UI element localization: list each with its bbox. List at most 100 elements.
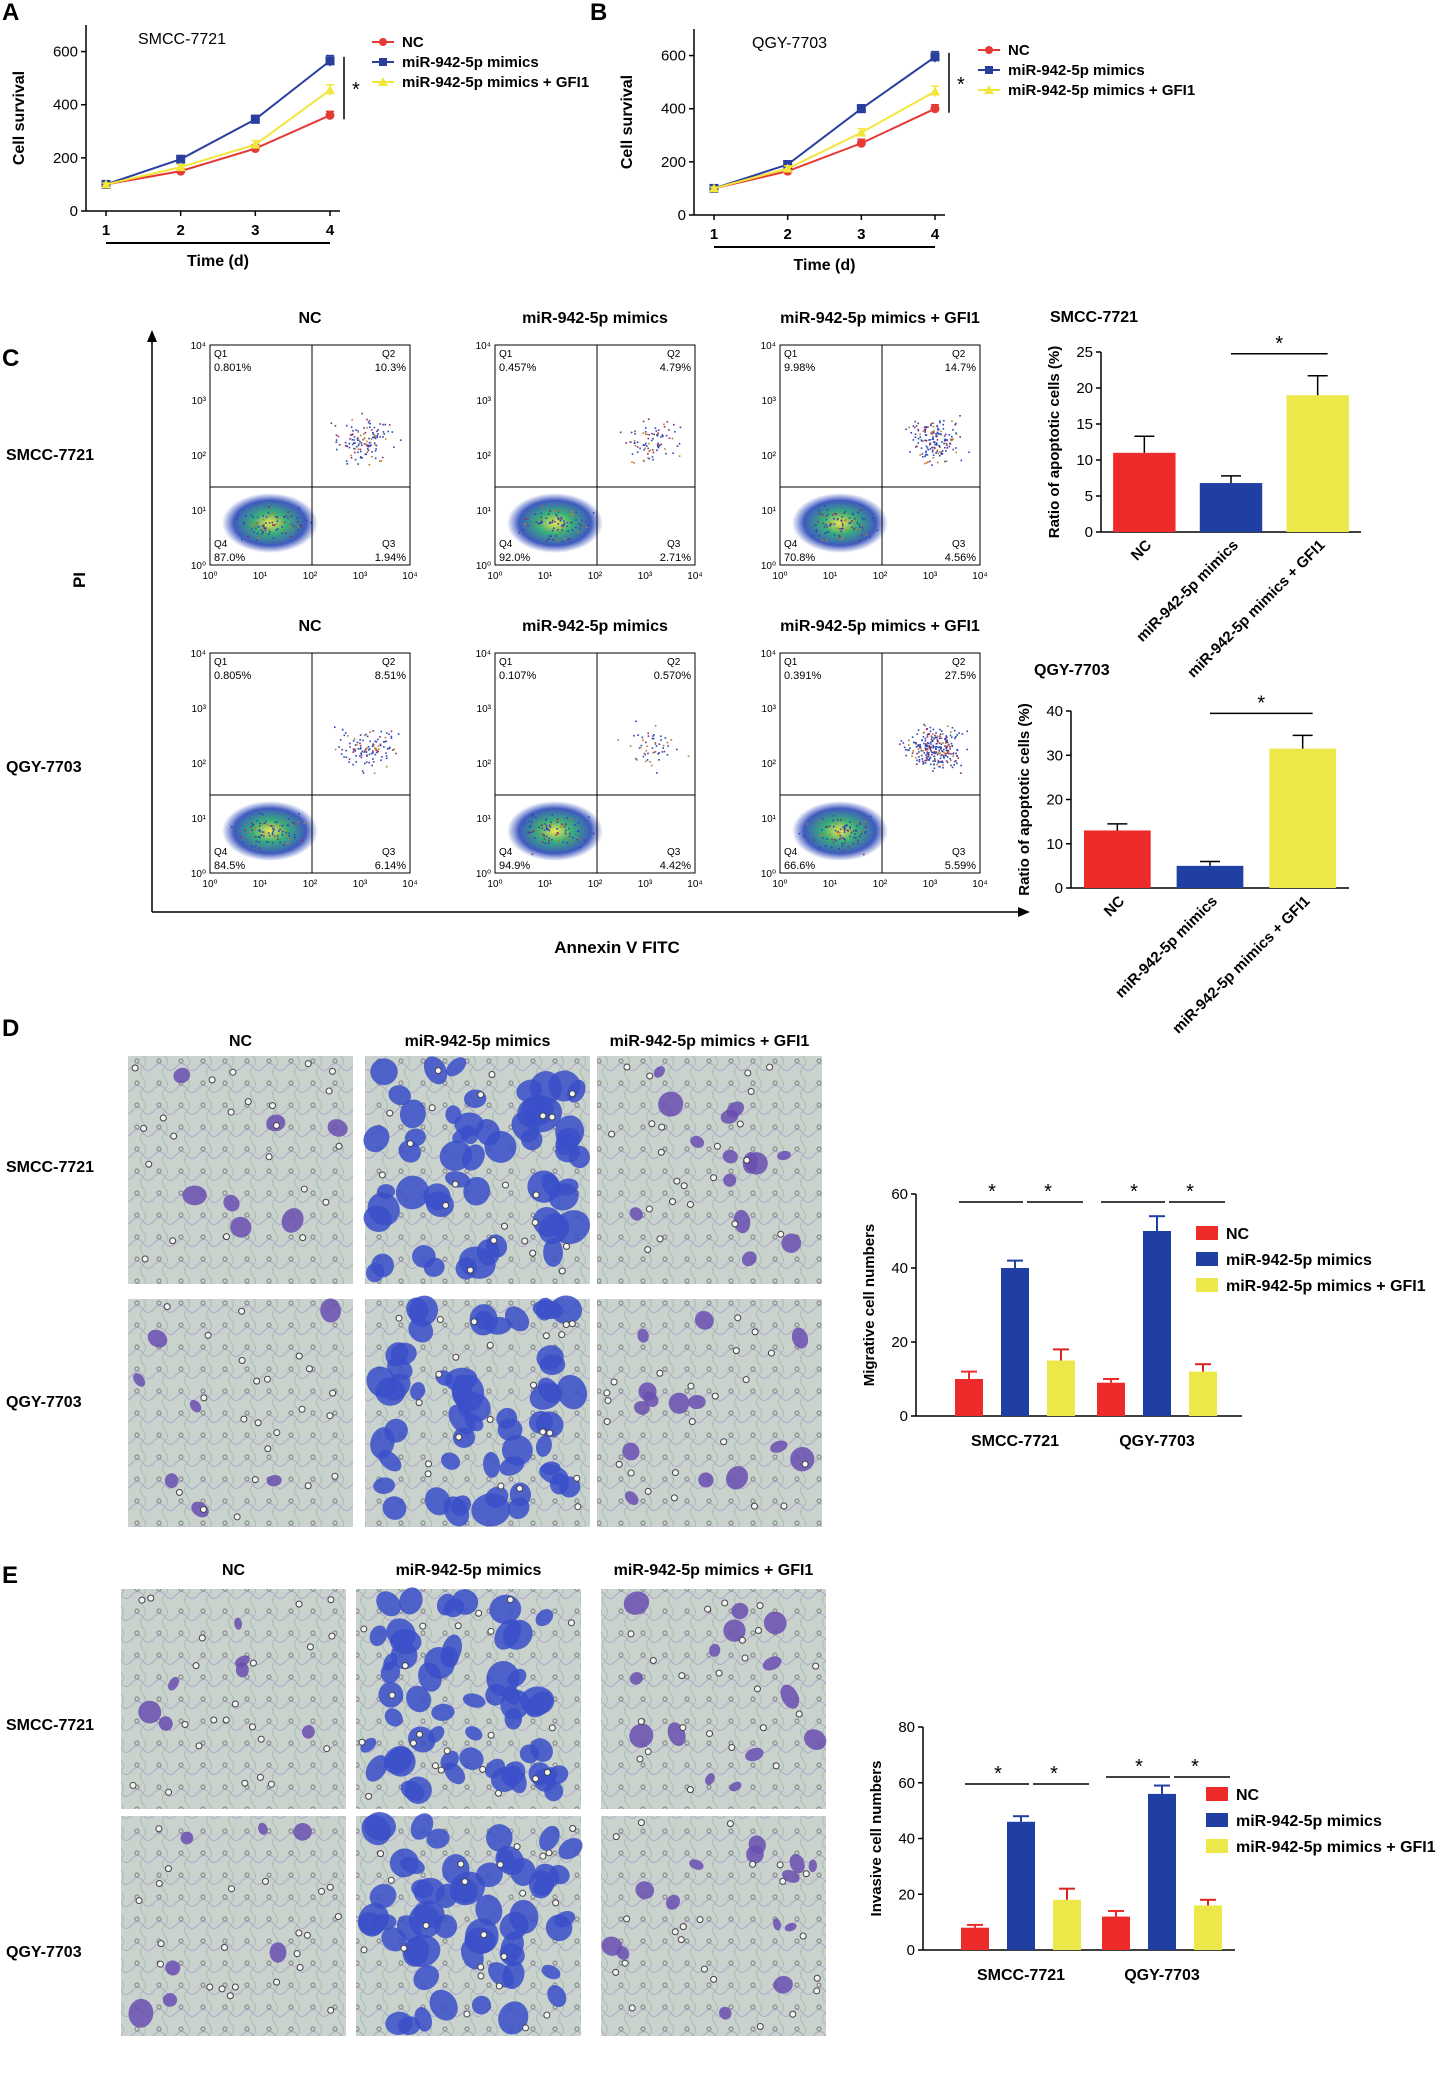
membrane-pore: [687, 1382, 695, 1390]
scatter-dot: [813, 839, 815, 841]
scatter-dot: [346, 463, 349, 465]
scatter-dot: [371, 451, 373, 453]
scatter-dot: [847, 830, 850, 832]
bar: [1113, 452, 1176, 532]
scatter-dot: [939, 735, 941, 737]
scatter-dot: [276, 517, 279, 520]
membrane-pore: [539, 1428, 547, 1436]
membrane-pore: [145, 1160, 153, 1168]
scatter-dot: [268, 522, 271, 524]
scatter-dot: [942, 766, 944, 769]
stained-cell: [780, 1684, 800, 1709]
stained-cell: [773, 1975, 793, 1994]
scatter-dot: [921, 758, 924, 760]
membrane-pore: [677, 1936, 685, 1944]
scatter-dot: [274, 515, 276, 517]
stained-cell: [449, 1871, 486, 1906]
scatter-dot: [849, 521, 852, 524]
scatter-dot: [968, 451, 970, 454]
scatter-dot: [838, 838, 841, 841]
scatter-dot: [916, 759, 918, 762]
scatter-dot: [654, 750, 657, 753]
series-line-0: [713, 107, 936, 190]
membrane-pore: [603, 1389, 611, 1397]
scatter-dot: [644, 427, 647, 429]
stained-cell: [489, 1594, 522, 1624]
quadrant-name: Q3: [667, 847, 681, 858]
scatter-dot: [374, 444, 376, 446]
stained-cell: [363, 1125, 390, 1153]
scatter-dot: [639, 447, 641, 450]
stained-cell: [804, 1729, 827, 1750]
scatter-dot: [357, 448, 360, 451]
scatter-dot: [522, 529, 524, 531]
membrane-pore: [249, 1723, 257, 1731]
microscopy-image: [121, 1816, 346, 2036]
scatter-dot: [634, 433, 636, 435]
membrane-pore: [437, 1766, 445, 1774]
membrane-pore: [686, 1200, 694, 1208]
scatter-dot: [859, 822, 861, 824]
y-tick-label: 200: [53, 150, 78, 167]
legend-swatch: [1196, 1252, 1218, 1266]
scatter-dot: [258, 829, 260, 832]
scatter-dot: [364, 749, 367, 752]
scatter-dot: [334, 726, 336, 729]
scatter-dot: [843, 829, 846, 832]
scatter-dot: [353, 439, 355, 441]
scatter-dot: [802, 835, 805, 837]
scatter-dot: [913, 741, 915, 744]
stained-cell: [558, 1838, 583, 1860]
data-point: [930, 104, 940, 114]
membrane-pore: [649, 1656, 657, 1664]
flow-y-tick: 10⁰: [191, 869, 206, 880]
image-column-label: NC: [229, 1033, 253, 1050]
bar: [1083, 830, 1151, 888]
x-tick-label: 3: [857, 226, 865, 243]
scatter-dot: [277, 830, 280, 832]
scatter-dot: [530, 832, 533, 835]
scatter-dot: [664, 737, 667, 739]
scatter-dot: [935, 444, 938, 446]
membrane-pore: [388, 1691, 396, 1699]
bar: [955, 1379, 983, 1416]
quadrant-name: Q2: [382, 349, 396, 360]
flow-y-tick: 10⁴: [761, 649, 776, 660]
data-point: [101, 179, 111, 189]
scatter-dot: [351, 438, 354, 441]
scatter-dot: [617, 739, 619, 741]
scatter-dot: [927, 448, 930, 451]
scatter-dot: [571, 510, 573, 512]
membrane-pore: [477, 1972, 485, 1980]
stained-cell: [281, 1208, 304, 1233]
stained-cell: [434, 1914, 458, 1939]
scatter-dot: [345, 749, 348, 752]
scatter-dot: [864, 826, 867, 828]
quadrant-name: Q2: [667, 657, 681, 668]
membrane-pore: [386, 1109, 394, 1117]
scatter-dot: [272, 537, 275, 539]
scatter-dot: [923, 439, 925, 442]
stained-cell: [471, 1493, 511, 1527]
scatter-dot: [273, 828, 276, 831]
scatter-dot: [665, 434, 668, 437]
scatter-dot: [358, 442, 360, 445]
scatter-dot: [930, 424, 932, 427]
scatter-dot: [376, 436, 379, 439]
scatter-dot: [940, 754, 942, 757]
scatter-dot: [391, 431, 394, 433]
y-tick-label: 0: [907, 1942, 915, 1959]
density-cluster: [792, 493, 888, 553]
scatter-dot: [528, 826, 531, 829]
stained-cell: [781, 1233, 802, 1253]
scatter-dot: [937, 761, 939, 764]
scatter-dot: [265, 516, 268, 519]
scatter-dot: [941, 453, 943, 455]
scatter-dot: [836, 518, 839, 521]
quadrant-value-q3: 4.42%: [660, 860, 691, 872]
y-axis-label: Ratio of apoptotic cells (%): [1016, 703, 1033, 896]
stained-cell: [781, 1869, 800, 1883]
x-tick-label: 2: [176, 222, 184, 239]
scatter-dot: [941, 754, 944, 756]
scatter-dot: [250, 528, 253, 531]
